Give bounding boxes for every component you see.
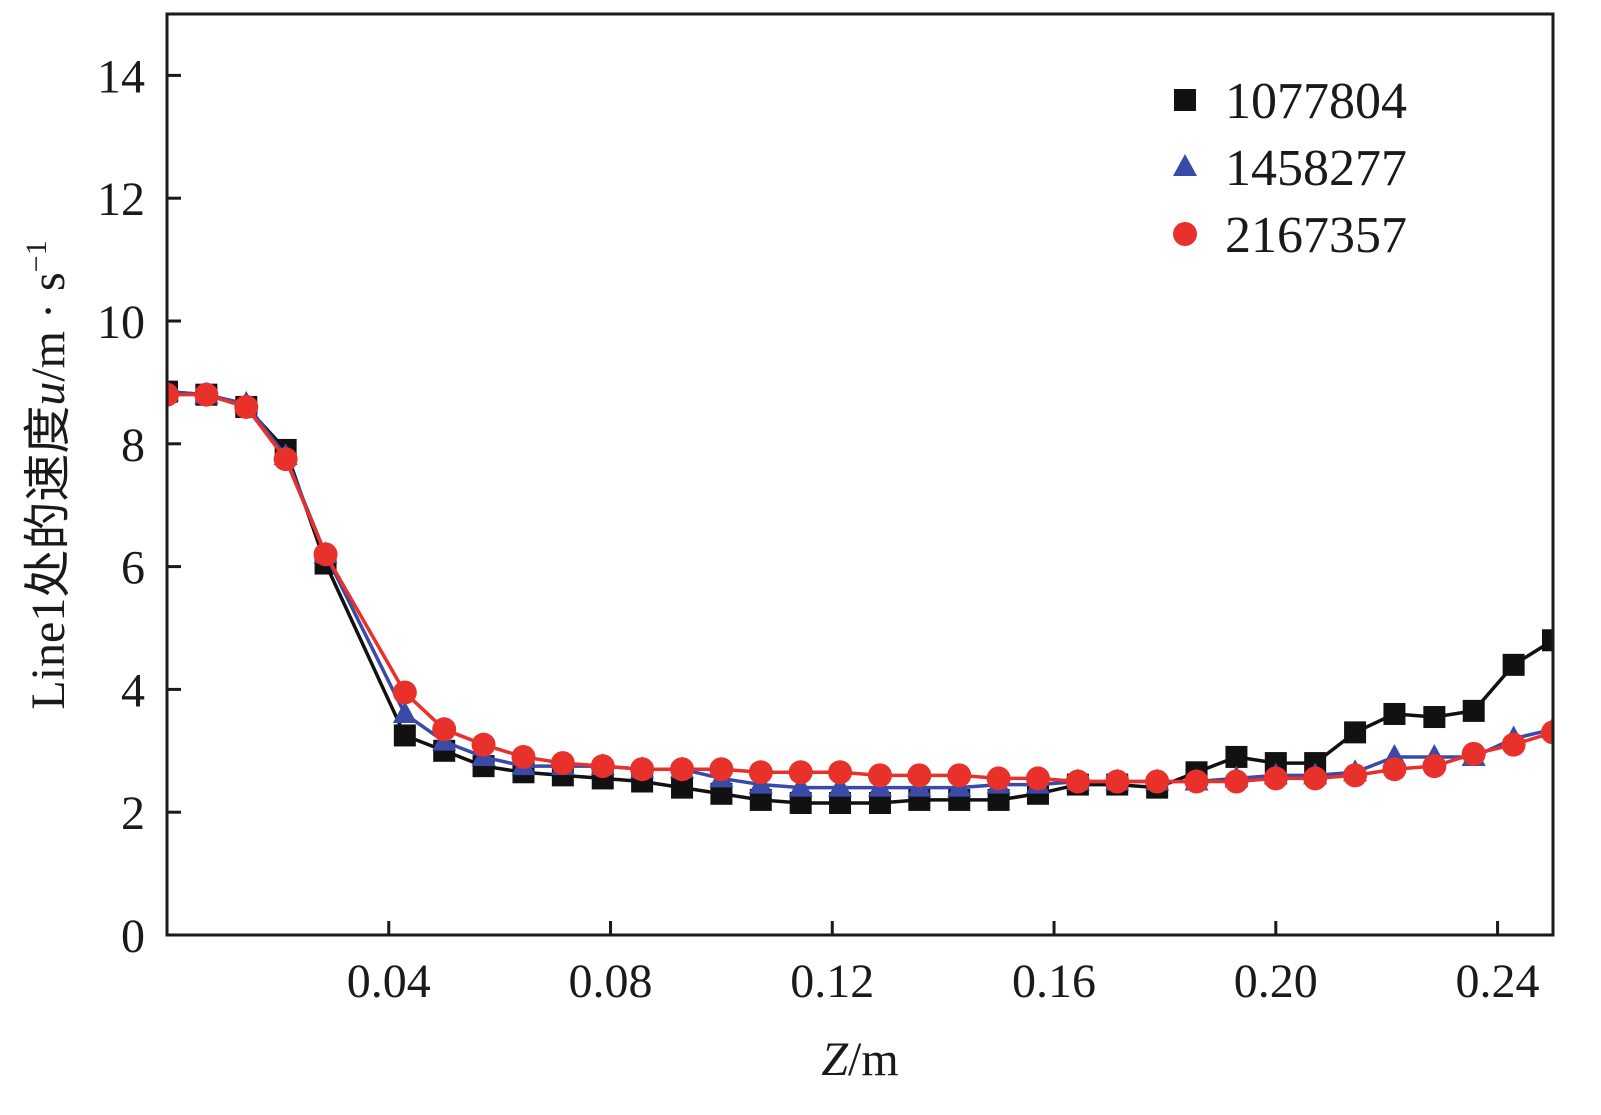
y-tick-label: 4: [121, 664, 145, 717]
data-point: [1145, 769, 1170, 794]
y-axis-label-var: u: [22, 382, 75, 406]
data-point: [1343, 763, 1368, 788]
y-tick-label: 14: [97, 50, 145, 103]
data-point: [167, 382, 179, 407]
data-point: [590, 754, 615, 779]
data-point: [947, 763, 972, 788]
x-axis-label-var: Z: [821, 1033, 849, 1086]
data-point: [1065, 769, 1090, 794]
legend: 1077804 1458277 2167357: [1173, 73, 1407, 264]
data-point: [550, 751, 575, 776]
data-point: [432, 717, 457, 742]
data-point: [829, 791, 852, 814]
data-point: [986, 766, 1011, 791]
legend-label: 2167357: [1225, 207, 1407, 264]
data-point: [671, 776, 694, 799]
y-tick-label: 12: [97, 173, 145, 226]
data-point: [907, 763, 932, 788]
data-point: [749, 788, 772, 811]
series-group: [167, 378, 1553, 814]
legend-marker-circle-icon: [1173, 222, 1197, 246]
data-point: [789, 791, 812, 814]
x-tick-label: 0.04: [347, 955, 431, 1008]
y-tick-label: 0: [121, 910, 145, 963]
x-tick-label: 0.16: [1012, 955, 1096, 1008]
data-point: [393, 724, 416, 747]
y-tick-label: 2: [121, 787, 145, 840]
data-point: [1344, 721, 1367, 744]
legend-item: 2167357: [1173, 207, 1407, 264]
data-point: [710, 782, 733, 805]
legend-marker-square-icon: [1174, 89, 1196, 111]
data-point: [1461, 741, 1486, 766]
data-point: [1501, 732, 1526, 757]
data-point: [511, 744, 536, 769]
data-point: [867, 763, 892, 788]
data-point: [1382, 757, 1407, 782]
y-axis-label: Line1处的速度u/m · s−1: [20, 240, 75, 709]
data-point: [828, 774, 853, 797]
x-axis-label: Z/m: [821, 1033, 898, 1086]
data-point: [1383, 702, 1406, 725]
data-point: [1184, 769, 1209, 794]
data-point: [868, 791, 891, 814]
legend-item: 1458277: [1173, 140, 1407, 197]
x-tick-label: 0.24: [1456, 955, 1540, 1008]
data-point: [273, 447, 298, 472]
data-point: [1225, 745, 1248, 768]
x-tick-label: 0.12: [790, 955, 874, 1008]
data-point: [1542, 629, 1553, 652]
data-point: [1224, 769, 1249, 794]
data-point: [313, 542, 338, 567]
y-axis-label-unit: /m · s: [22, 272, 75, 381]
data-point: [630, 757, 655, 782]
data-point: [828, 760, 853, 785]
data-point: [987, 788, 1010, 811]
legend-label: 1077804: [1225, 73, 1407, 130]
data-point: [670, 757, 695, 782]
axis-ticks: 0.04 0.08 0.12 0.16 0.20 0.24 0 2 4 6 8 10 12 14: [97, 50, 1540, 1008]
data-point: [392, 700, 417, 723]
legend-item: 1077804: [1174, 73, 1407, 130]
data-point: [1541, 720, 1553, 745]
x-axis-label-unit: /m: [848, 1033, 899, 1086]
y-tick-label: 6: [121, 542, 145, 595]
legend-marker-triangle-icon: [1173, 154, 1197, 176]
data-point: [1303, 766, 1328, 791]
x-tick-label: 0.20: [1234, 955, 1318, 1008]
data-point: [788, 774, 813, 797]
y-axis-label-exp: −1: [20, 240, 53, 272]
legend-label: 1458277: [1225, 140, 1407, 197]
data-point: [471, 732, 496, 757]
data-point: [748, 760, 773, 785]
data-point: [709, 757, 734, 782]
data-point: [1502, 653, 1525, 676]
y-tick-label: 8: [121, 419, 145, 472]
data-point: [194, 382, 219, 407]
data-point: [1263, 766, 1288, 791]
plot-frame: [165, 12, 1555, 937]
series-1077804: [167, 380, 1553, 814]
data-point: [1423, 706, 1446, 729]
x-tick-label: 0.08: [569, 955, 653, 1008]
data-point: [234, 394, 259, 419]
data-point: [1422, 754, 1447, 779]
y-tick-label: 10: [97, 296, 145, 349]
data-point: [788, 760, 813, 785]
data-point: [1462, 699, 1485, 722]
data-point: [1025, 766, 1050, 791]
data-point: [392, 680, 417, 705]
series-2167357: [167, 382, 1553, 794]
y-axis-label-prefix: Line1处的速度: [22, 406, 75, 710]
data-point: [1105, 769, 1130, 794]
